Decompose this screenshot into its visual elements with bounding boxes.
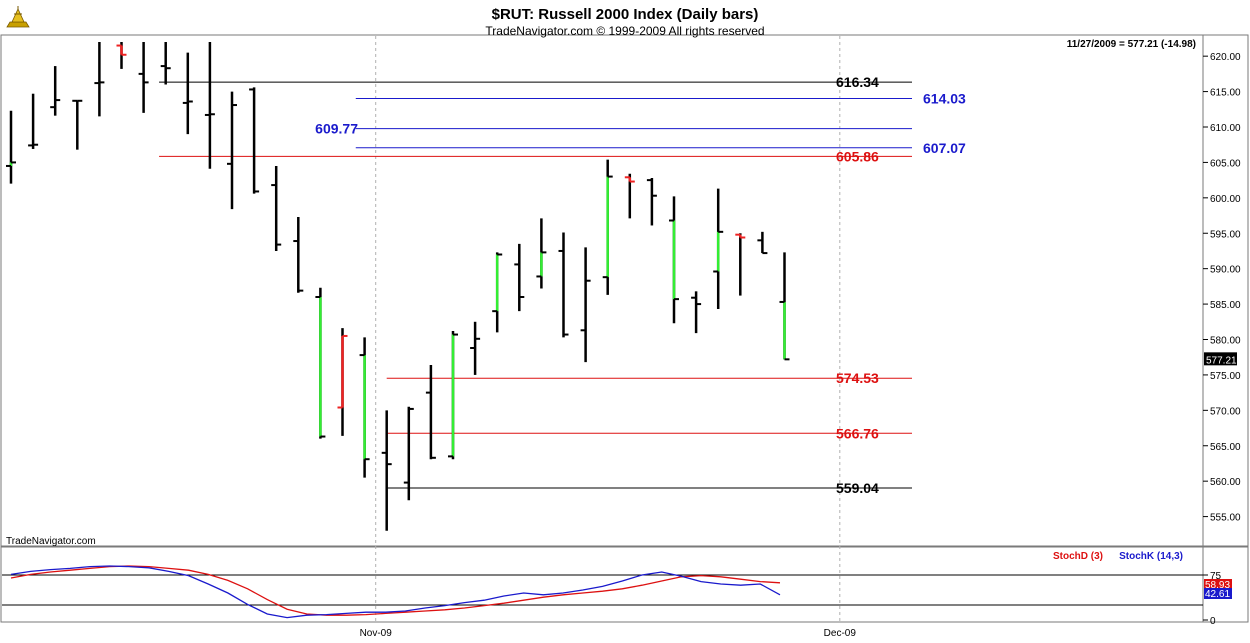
stoch-tick-label: 75 <box>1210 571 1222 582</box>
price-tick-label: 615.00 <box>1210 88 1241 99</box>
ohlc-bar <box>381 410 392 531</box>
ohlc-bar <box>138 42 149 113</box>
level-label: 605.86 <box>836 148 879 164</box>
price-tick-label: 590.00 <box>1210 265 1241 276</box>
ohlc-bar <box>713 188 724 310</box>
stoch-last-box <box>1204 579 1232 590</box>
ohlc-bar <box>735 233 746 296</box>
ohlc-bar <box>425 365 436 460</box>
price-tick-label: 610.00 <box>1210 123 1241 134</box>
ohlc-bar <box>448 331 458 460</box>
level-label: 616.34 <box>836 74 879 90</box>
price-axis: 620.00 615.00 610.00 605.00 600.00 595.00 590.… <box>1203 52 1241 524</box>
ohlc-bar <box>403 406 414 501</box>
level-label: 566.76 <box>836 425 879 441</box>
ohlc-bar <box>691 291 702 334</box>
ohlc-bar <box>580 247 591 363</box>
ohlc-bar <box>94 42 105 117</box>
ohlc-bar <box>359 337 370 478</box>
stoch-series-line <box>10 565 781 616</box>
level-label: 609.77 <box>315 121 358 137</box>
ohlc-bar <box>602 159 613 295</box>
last-price-label: 577.21 <box>1206 355 1237 366</box>
price-levels: 616.34 614.03 609.77 607.07 605.86 574.53 566.… <box>159 74 966 496</box>
stoch-legend-label: StochD (3) <box>1053 551 1103 562</box>
ohlc-bar <box>116 42 127 69</box>
price-tick-label: 600.00 <box>1210 194 1241 205</box>
ohlc-bar <box>72 99 83 150</box>
ohlc-bar <box>227 91 237 210</box>
ohlc-bar <box>624 173 635 219</box>
price-tick-label: 595.00 <box>1210 229 1241 240</box>
chart-copyright: TradeNavigator.com © 1999-2009 All right… <box>485 24 764 38</box>
chart-title: $RUT: Russell 2000 Index (Daily bars) <box>492 6 759 23</box>
stoch-tick-label: 0 <box>1210 616 1216 627</box>
time-axis-label: Nov-09 <box>360 628 393 639</box>
level-label: 574.53 <box>836 370 879 386</box>
ohlc-bar <box>558 232 569 338</box>
ohlc-bar <box>492 252 503 333</box>
ohlc-bar <box>293 216 304 293</box>
quote-readout: 11/27/2009 = 577.21 (-14.98) <box>1067 39 1196 50</box>
month-separators <box>375 36 841 621</box>
ohlc-bar <box>50 66 61 116</box>
time-axis-label: Dec-09 <box>824 628 857 639</box>
ohlc-bar <box>315 287 326 439</box>
ohlc-bar <box>6 110 16 184</box>
stoch-series-line <box>10 565 781 619</box>
ohlc-bar <box>536 218 547 289</box>
price-tick-label: 565.00 <box>1210 442 1241 453</box>
ohlc-bar <box>514 243 525 312</box>
ohlc-bar <box>160 42 171 85</box>
stochastic-pane: 75 0 StochD (3) 58.93 StochK (14,3) 42.61 <box>2 551 1232 627</box>
ohlc-bar <box>182 52 193 135</box>
watermark-text: TradeNavigator.com <box>6 536 96 547</box>
ohlc-bar <box>757 231 768 255</box>
ohlc-bar <box>779 252 790 361</box>
tradenavigator-logo <box>4 5 32 31</box>
price-tick-label: 570.00 <box>1210 406 1241 417</box>
ohlc-bar <box>337 328 348 436</box>
level-label: 559.04 <box>836 480 879 496</box>
ohlc-bar <box>204 42 215 169</box>
stoch-legend-label: StochK (14,3) <box>1119 551 1183 562</box>
price-tick-label: 580.00 <box>1210 336 1241 347</box>
price-tick-label: 555.00 <box>1210 513 1241 524</box>
stoch-last-label: 58.93 <box>1205 580 1230 591</box>
ohlc-bar <box>646 178 657 226</box>
price-tick-label: 585.00 <box>1210 300 1241 311</box>
price-tick-label: 575.00 <box>1210 371 1241 382</box>
ohlc-bar <box>271 165 282 251</box>
level-label: 607.07 <box>923 140 966 156</box>
price-tick-label: 605.00 <box>1210 158 1241 169</box>
last-price-box <box>1204 352 1237 366</box>
ohlc-bar <box>470 321 481 375</box>
ohlc-bar <box>28 93 39 149</box>
price-tick-label: 560.00 <box>1210 477 1241 488</box>
ohlc-bar <box>669 196 679 324</box>
stoch-last-label: 42.61 <box>1205 589 1230 600</box>
time-axis: Nov-09 Dec-09 <box>360 628 857 639</box>
level-label: 614.03 <box>923 90 966 106</box>
price-bars <box>6 42 790 531</box>
ohlc-bar <box>249 87 260 194</box>
stoch-last-box <box>1204 588 1232 599</box>
price-tick-label: 620.00 <box>1210 52 1241 63</box>
